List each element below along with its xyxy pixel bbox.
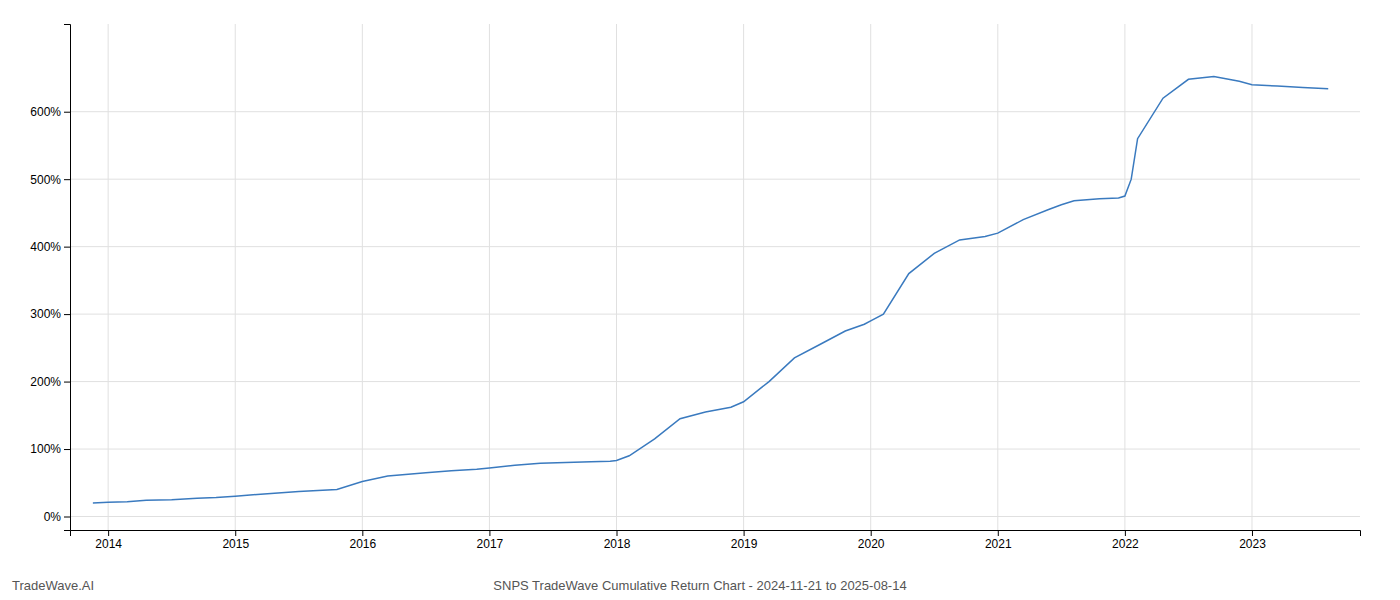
- grid-line-y: [70, 179, 1360, 180]
- x-tick: 2018: [604, 530, 631, 551]
- x-tick-mark: [744, 530, 745, 536]
- y-tick: 600%: [30, 105, 70, 119]
- y-tick-mark: [64, 179, 70, 180]
- y-tick-label: 100%: [30, 442, 61, 456]
- x-tick-label: 2018: [604, 537, 631, 551]
- grid-line-x: [489, 24, 490, 530]
- x-tick-label: 2016: [349, 537, 376, 551]
- grid-line-y: [70, 314, 1360, 315]
- y-axis: 0% 100% 200% 300% 400% 500% 600%: [30, 25, 70, 531]
- grid-line-x: [743, 24, 744, 530]
- line: [93, 77, 1328, 503]
- x-tick-mark: [1252, 530, 1253, 536]
- grid-line-x: [870, 24, 871, 530]
- x-tick-label: 2020: [858, 537, 885, 551]
- y-tick-mark: [64, 517, 70, 518]
- x-tick-mark: [362, 530, 363, 536]
- y-tick: 0%: [44, 510, 70, 524]
- chart: 2014 2015 2016 2017 2018 2019 2020 2021 2022 2023…: [0, 0, 1400, 600]
- marks: [93, 77, 1328, 503]
- x-tick-mark: [108, 530, 109, 536]
- y-tick: 100%: [30, 442, 70, 456]
- x-tick-label: 2015: [222, 537, 249, 551]
- y-tick-mark: [64, 449, 70, 450]
- x-tick: 2016: [349, 530, 376, 551]
- x-tick: 2021: [985, 530, 1012, 551]
- y-tick: 400%: [30, 240, 70, 254]
- x-tick: 2014: [95, 530, 122, 551]
- title: SNPS TradeWave Cumulative Return Chart -…: [493, 578, 906, 593]
- x-tick-mark: [998, 530, 999, 536]
- x-tick-label: 2019: [731, 537, 758, 551]
- grid-line-y: [70, 381, 1360, 382]
- y-tick-label: 300%: [30, 307, 61, 321]
- x-tick: 2020: [858, 530, 885, 551]
- x-tick-mark: [617, 530, 618, 536]
- y-tick-mark: [64, 314, 70, 315]
- x-tick: 2015: [222, 530, 249, 551]
- x-tick: 2019: [731, 530, 758, 551]
- y-tick-label: 600%: [30, 105, 61, 119]
- y-tick-mark: [64, 247, 70, 248]
- x-axis-line: [71, 531, 1361, 537]
- grid: [70, 24, 1360, 530]
- grid-line-x: [1251, 24, 1252, 530]
- x-tick-mark: [871, 530, 872, 536]
- y-tick-mark: [64, 382, 70, 383]
- y-tick-mark: [64, 112, 70, 113]
- grid-line-y: [70, 111, 1360, 112]
- x-tick-mark: [489, 530, 490, 536]
- x-tick-label: 2017: [477, 537, 504, 551]
- x-tick-label: 2022: [1112, 537, 1139, 551]
- grid-line-x: [362, 24, 363, 530]
- x-tick-mark: [235, 530, 236, 536]
- x-tick-mark: [1125, 530, 1126, 536]
- x-axis: 2014 2015 2016 2017 2018 2019 2020 2021 2022 2023: [71, 530, 1361, 551]
- x-tick-label: 2023: [1239, 537, 1266, 551]
- y-axis-line: [64, 25, 71, 531]
- grid-line-y: [70, 449, 1360, 450]
- grid-line-y: [70, 246, 1360, 247]
- x-tick: 2022: [1112, 530, 1139, 551]
- x-tick: 2023: [1239, 530, 1266, 551]
- grid-line-x: [1124, 24, 1125, 530]
- y-tick-label: 200%: [30, 375, 61, 389]
- y-tick-label: 0%: [44, 510, 62, 524]
- y-tick: 300%: [30, 307, 70, 321]
- x-tick-label: 2014: [95, 537, 122, 551]
- y-tick-label: 400%: [30, 240, 61, 254]
- watermark: TradeWave.AI: [12, 578, 94, 593]
- grid-line-x: [997, 24, 998, 530]
- plot-area: 2014 2015 2016 2017 2018 2019 2020 2021 2022 2023…: [30, 24, 1360, 551]
- grid-line-x: [108, 24, 109, 530]
- grid-line-y: [70, 516, 1360, 517]
- grid-line-x: [616, 24, 617, 530]
- y-tick: 500%: [30, 173, 70, 187]
- grid-line-x: [235, 24, 236, 530]
- y-tick: 200%: [30, 375, 70, 389]
- x-tick: 2017: [477, 530, 504, 551]
- y-tick-label: 500%: [30, 173, 61, 187]
- x-tick-label: 2021: [985, 537, 1012, 551]
